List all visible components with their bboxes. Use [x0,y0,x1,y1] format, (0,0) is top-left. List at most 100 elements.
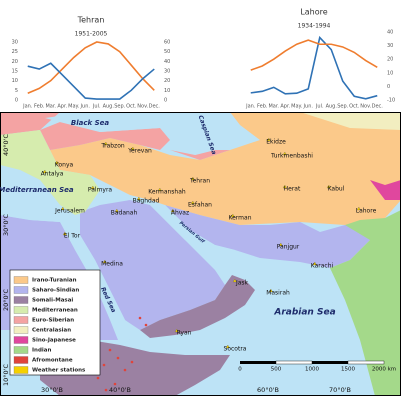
place-label: Ryan [177,330,192,337]
chart-title: Tehran [77,16,105,25]
y-tick-label: 10 [12,78,18,84]
region [330,210,401,396]
lon-label: 60°0'B [257,386,279,394]
y2-tick-label: -10 [387,98,395,104]
legend-swatch [13,346,29,354]
x-tick-label: Jun. [303,104,314,110]
x-tick-label: Jan. [22,104,33,110]
x-tick-label: May. [68,104,80,110]
place-label: Kerman [228,215,251,222]
legend-swatch [13,286,29,294]
y2-tick-label: 60 [164,40,170,46]
legend-label: Centralasian [32,328,71,334]
place-label: Jask [235,280,249,287]
series-line [27,62,155,100]
place-label: Yerevan [127,148,152,155]
lon-label: 40°0'B [109,386,131,394]
scale-label: 1500 [341,367,355,373]
place-label: El Tor [64,233,81,240]
caspian-sea [185,112,225,155]
station-marker [268,288,273,293]
place-label: Kabul [328,186,345,193]
place-label: Konya [55,162,74,169]
black-sea [45,113,160,132]
station-marker [130,146,135,151]
place-label: Ahvaz [171,210,189,217]
legend-swatch [13,316,29,324]
station-marker [190,200,195,205]
region [370,180,401,200]
region [170,150,230,160]
region [0,130,100,215]
station-marker [170,208,175,213]
chart-title: Lahore [300,8,327,17]
region [50,112,401,225]
x-tick-label: Dec. [149,104,161,110]
x-tick-label: Jul. [315,104,324,110]
region [40,122,170,150]
place-label: Herat [284,186,301,193]
place-label: Tehran [189,178,210,185]
place-label: Panjgur [277,244,300,251]
y2-tick-label: 10 [164,88,170,94]
legend-label: Irano-Turanian [32,278,77,284]
chart-subtitle: 1951-2005 [75,31,108,38]
x-tick-label: Oct. [349,104,360,110]
y-tick-label: 20 [12,59,18,65]
station-marker [225,344,230,349]
y2-tick-label: 10 [387,70,393,76]
place-label: Masirah [266,290,290,297]
legend-label: Afromontane [32,358,73,364]
x-tick-label: Jun. [80,104,91,110]
legend-label: Indian [32,348,51,354]
scale-label: 0 [238,367,242,373]
legend-swatch [13,366,29,374]
legend-label: Sino-Japanese [32,338,76,344]
place-label: Badanah [111,210,138,217]
place-label: Turkmenbashi [270,153,313,160]
legend-swatch [13,356,29,364]
chart-subtitle: 1934-1994 [298,23,331,30]
station-marker [326,184,331,189]
x-tick-label: Sep. [337,104,348,110]
y2-tick-label: 20 [387,57,393,63]
station-marker [190,176,195,181]
y-tick-label: 0 [15,98,18,104]
scale-label: 500 [271,367,282,373]
persian-gulf [150,205,238,270]
place-label: Lahore [356,208,377,215]
place-label: Jerusalem [54,208,85,215]
station-marker [136,196,141,201]
station-marker [312,261,317,266]
legend-swatch [13,336,29,344]
region [0,112,60,135]
station-marker [356,206,361,211]
station-marker [266,137,271,142]
legend-label: Somali-Masai [32,298,73,304]
lon-label: 70°0'B [329,386,351,394]
scale-bar [240,361,276,364]
scale-label: 2000 km [372,367,396,373]
station-marker [90,185,95,190]
station-marker [114,208,119,213]
x-tick-label: Sep. [114,104,125,110]
lon-label: 30°0'B [41,386,63,394]
station-marker [157,187,162,192]
y2-tick-label: 50 [164,49,170,55]
sea-label: Arabian Sea [273,308,335,318]
place-label: Palmyra [88,187,113,194]
station-marker [232,278,237,283]
x-tick-label: May. [291,104,303,110]
lat-label: 30°0'C [2,214,10,236]
x-tick-label: Feb. [257,104,268,110]
x-tick-label: Feb. [34,104,45,110]
legend-label: Weather stations [32,368,86,374]
station-marker [282,151,287,156]
x-tick-label: Jan. [245,104,256,110]
station-marker [60,206,65,211]
place-label: Kermanshah [148,189,186,196]
x-tick-label: Oct. [126,104,137,110]
